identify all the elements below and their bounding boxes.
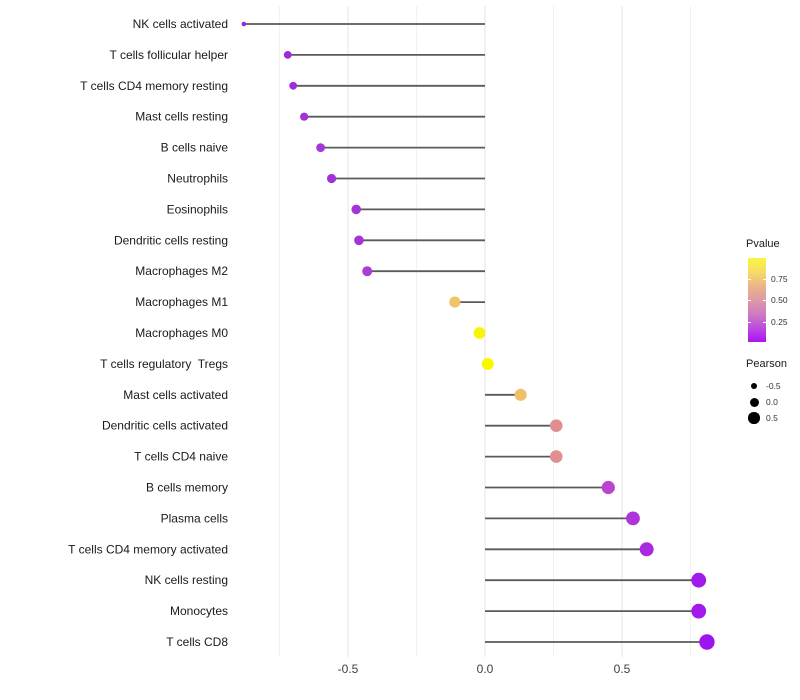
category-label: T cells CD8: [166, 635, 228, 649]
lollipop-dot: [300, 112, 309, 121]
lollipop-dot: [354, 235, 364, 246]
pearson-legend-row: 0.5: [746, 410, 800, 426]
lollipop-dot: [691, 603, 707, 619]
lollipop-dot: [699, 634, 715, 650]
pvalue-legend-title: Pvalue: [746, 238, 780, 250]
lollipop-dot: [326, 173, 337, 184]
pearson-legend-dot: [750, 382, 758, 390]
pearson-legend-dot: [748, 412, 760, 424]
category-label: NK cells activated: [133, 17, 228, 31]
category-label: T cells CD4 memory activated: [68, 542, 228, 556]
pvalue-colorbar-tick: [748, 322, 751, 323]
pvalue-colorbar-tick: [763, 300, 766, 301]
pearson-legend-dot-cell: [746, 382, 762, 390]
lollipop-dot: [549, 419, 563, 433]
pvalue-colorbar-tick: [748, 279, 751, 280]
category-label: NK cells resting: [145, 573, 228, 587]
category-label: Eosinophils: [167, 202, 228, 216]
category-label: Monocytes: [170, 604, 228, 618]
lollipop-dot: [283, 51, 292, 59]
lollipop-dot: [289, 81, 298, 90]
category-label: Mast cells resting: [135, 110, 228, 124]
pvalue-colorbar-tick: [748, 300, 751, 301]
category-label: B cells memory: [146, 481, 228, 495]
x-axis-tick-label: -0.5: [338, 662, 359, 676]
pvalue-colorbar-tick-label: 0.75: [771, 274, 788, 284]
category-label: T cells CD4 naive: [134, 450, 228, 464]
pvalue-gradient-bar: [748, 258, 766, 342]
pearson-legend: Pearson -0.5 0.0 0.5: [746, 358, 800, 426]
pvalue-colorbar-tick: [763, 279, 766, 280]
category-label: B cells naive: [161, 141, 229, 155]
lollipop-dot: [351, 204, 362, 215]
category-label: T cells regulatory Tregs: [100, 357, 228, 371]
pvalue-colorbar-tick: [763, 322, 766, 323]
lollipop-dot: [514, 388, 527, 401]
category-label: Macrophages M1: [135, 295, 228, 309]
pvalue-colorbar-tick-label: 0.50: [771, 295, 788, 305]
pearson-legend-row: -0.5: [746, 378, 800, 394]
lollipop-dot: [362, 266, 373, 277]
lollipop-dot: [473, 327, 486, 339]
pvalue-legend: Pvalue 0.75 0.50 0.25: [746, 238, 800, 342]
lollipop-dot: [691, 572, 707, 588]
pearson-legend-label: 0.5: [766, 413, 778, 423]
lollipop-dot: [316, 143, 325, 153]
lollipop-dot: [601, 480, 615, 495]
lollipop-dot: [481, 357, 494, 370]
lollipop-dot: [241, 21, 247, 27]
lollipop-dot: [639, 542, 654, 557]
category-label: T cells CD4 memory resting: [80, 79, 228, 93]
pearson-legend-label: -0.5: [766, 381, 781, 391]
category-label: Plasma cells: [161, 511, 228, 525]
pearson-legend-dot: [749, 397, 759, 407]
category-label: Neutrophils: [167, 172, 228, 186]
x-axis-tick-label: 0.5: [614, 662, 631, 676]
lollipop-dot: [626, 511, 640, 526]
pearson-legend-dot-cell: [746, 412, 762, 424]
pearson-legend-rows: -0.5 0.0 0.5: [746, 378, 800, 426]
x-axis-tick-label: 0.0: [477, 662, 494, 676]
category-label: Macrophages M2: [135, 264, 228, 278]
category-label: T cells follicular helper: [110, 48, 229, 62]
pearson-legend-label: 0.0: [766, 397, 778, 407]
pvalue-colorbar-tick-label: 0.25: [771, 317, 788, 327]
lollipop-dot: [449, 296, 461, 308]
category-label: Mast cells activated: [123, 388, 228, 402]
pvalue-gradient-wrap: 0.75 0.50 0.25: [746, 258, 800, 342]
lollipop-dot: [549, 450, 563, 463]
pearson-legend-title: Pearson: [746, 358, 787, 370]
category-label: Dendritic cells resting: [114, 233, 228, 247]
pearson-legend-row: 0.0: [746, 394, 800, 410]
category-label: Dendritic cells activated: [102, 419, 228, 433]
pearson-legend-dot-cell: [746, 397, 762, 407]
category-label: Macrophages M0: [135, 326, 228, 340]
